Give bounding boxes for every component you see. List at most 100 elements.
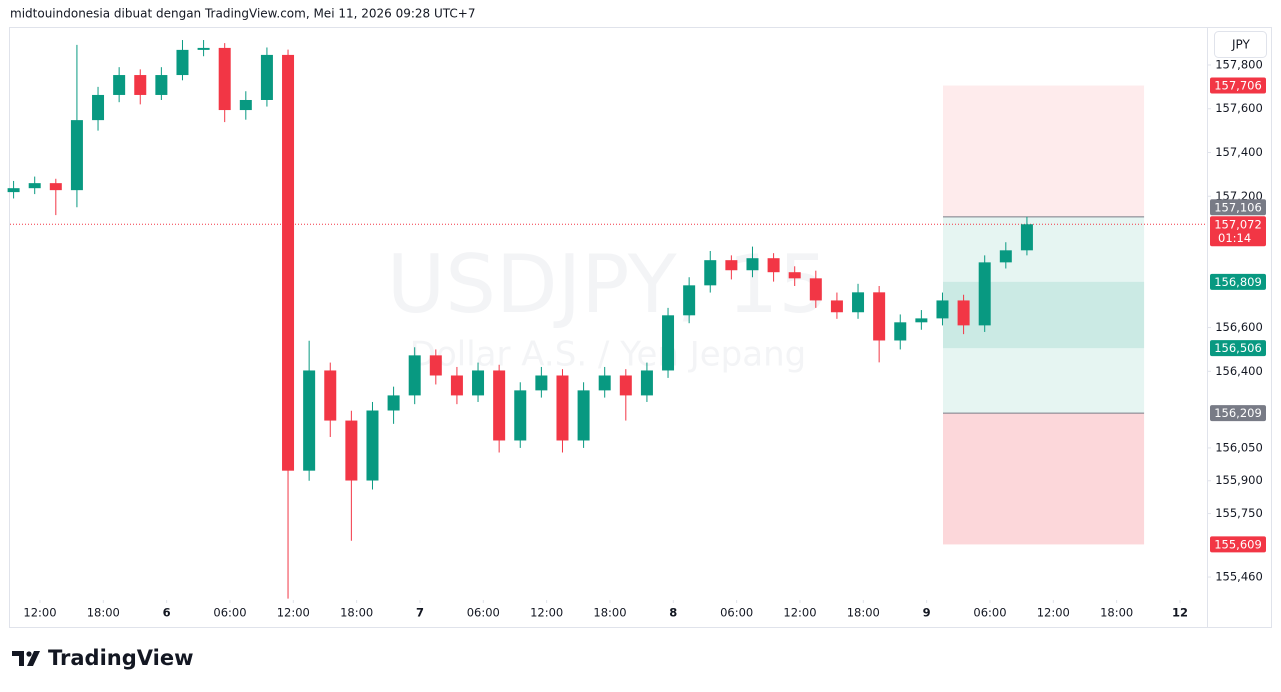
x-tick-label: 06:00: [973, 606, 1006, 620]
candle-body: [514, 390, 527, 441]
currency-button[interactable]: [1214, 31, 1267, 58]
candle-body: [852, 292, 865, 313]
price-tag-label: 156,209: [1214, 406, 1262, 420]
candle-body: [978, 262, 991, 326]
candle-body: [809, 278, 822, 301]
currency[interactable]: JPY: [1231, 38, 1251, 52]
y-tick-label: 156,400: [1215, 364, 1263, 378]
candle-body: [1020, 224, 1033, 251]
candle-body: [7, 188, 20, 193]
x-tick-label: 12:00: [1037, 606, 1070, 620]
price-tag: [1210, 216, 1266, 247]
candle-body: [239, 99, 252, 111]
price-tag: [1210, 405, 1266, 422]
candle-body: [345, 420, 358, 481]
price-tag: [1210, 273, 1266, 290]
candle-body: [535, 375, 548, 391]
candle-body: [134, 75, 147, 95]
candle-body: [282, 54, 295, 471]
price-tag-label: 156,506: [1214, 341, 1262, 355]
position-zone: [943, 85, 1145, 217]
y-tick-label: 155,900: [1215, 473, 1263, 487]
candle-body: [70, 120, 83, 191]
candle-body: [218, 47, 231, 111]
candle-body: [746, 258, 759, 271]
candle-body: [662, 315, 675, 371]
y-tick-label: 157,600: [1215, 101, 1263, 115]
x-tick-label: 7: [416, 606, 424, 620]
y-tick-label: 157,400: [1215, 145, 1263, 159]
x-tick-label: 18:00: [847, 606, 880, 620]
candle-body: [155, 75, 168, 95]
price-tag: [1210, 77, 1266, 94]
candle-body: [260, 54, 273, 100]
x-tick-label: 6: [163, 606, 171, 620]
x-tick-label: 9: [923, 606, 931, 620]
y-tick-label: 157,800: [1215, 57, 1263, 71]
price-tag-label: 157,706: [1214, 79, 1262, 93]
candle-body: [725, 260, 738, 271]
price-tag-label: 155,609: [1214, 537, 1262, 551]
candle-body: [894, 322, 907, 341]
x-tick-label: 12:00: [23, 606, 56, 620]
price-tag-label: 157,072: [1214, 217, 1262, 231]
candle-body: [387, 395, 400, 411]
candle-body: [324, 370, 337, 421]
x-tick-label: 06:00: [213, 606, 246, 620]
x-tick-label: 12: [1172, 606, 1188, 620]
price-tag: [1210, 340, 1266, 357]
y-tick-label: 155,460: [1215, 570, 1263, 584]
watermark-subtitle: Dollar A.S. / Yen Jepang: [410, 335, 806, 375]
candle-body: [450, 375, 463, 396]
y-tick-label: 157,200: [1215, 189, 1263, 203]
candle-body: [577, 390, 590, 441]
candle-body: [113, 75, 126, 95]
candle-body: [683, 285, 696, 316]
y-tick-label: 156,600: [1215, 320, 1263, 334]
candle-body: [936, 300, 949, 319]
candle-body: [915, 318, 928, 323]
candle-body: [49, 183, 62, 191]
candle-body: [767, 258, 780, 273]
x-tick-label: 12:00: [783, 606, 816, 620]
price-tag-label: 157,106: [1214, 200, 1262, 214]
candle-body: [472, 370, 485, 396]
y-tick-label: 155,750: [1215, 506, 1263, 520]
x-tick-label: 12:00: [530, 606, 563, 620]
x-tick-label: 18:00: [340, 606, 373, 620]
y-tick-label: 156,050: [1215, 440, 1263, 454]
logo: [12, 651, 40, 666]
position-zone: [943, 216, 1145, 414]
x-tick-label: 12:00: [277, 606, 310, 620]
header: midtouindonesia dibuat dengan TradingVie…: [10, 7, 475, 21]
candle-body: [303, 370, 316, 471]
candle-body: [556, 375, 569, 441]
price-tag-label: 156,809: [1214, 275, 1262, 289]
candle-body: [957, 300, 970, 326]
watermark: USDJPY, 15: [387, 238, 830, 331]
position-zone: [943, 281, 1145, 349]
price-tag: [1210, 199, 1266, 216]
candle-body: [197, 47, 210, 50]
candle-body: [92, 94, 105, 121]
candle-body: [999, 250, 1012, 263]
candle-body: [493, 370, 506, 441]
candle-body: [704, 260, 717, 286]
candle-body: [28, 183, 41, 189]
candle-body: [788, 272, 801, 279]
x-tick-label: 06:00: [720, 606, 753, 620]
candle-body: [408, 355, 421, 396]
position-zone: [943, 413, 1145, 545]
x-tick-label: 8: [669, 606, 677, 620]
candle-body: [873, 292, 886, 341]
candle-body: [598, 375, 611, 391]
x-tick-label: 06:00: [467, 606, 500, 620]
candle-body: [176, 49, 189, 76]
pane-border: [9, 27, 1272, 628]
countdown: 01:14: [1218, 231, 1251, 245]
x-tick-label: 18:00: [1100, 606, 1133, 620]
x-tick-label: 18:00: [87, 606, 120, 620]
x-tick-label: 18:00: [593, 606, 626, 620]
brand: TradingView: [48, 646, 193, 670]
